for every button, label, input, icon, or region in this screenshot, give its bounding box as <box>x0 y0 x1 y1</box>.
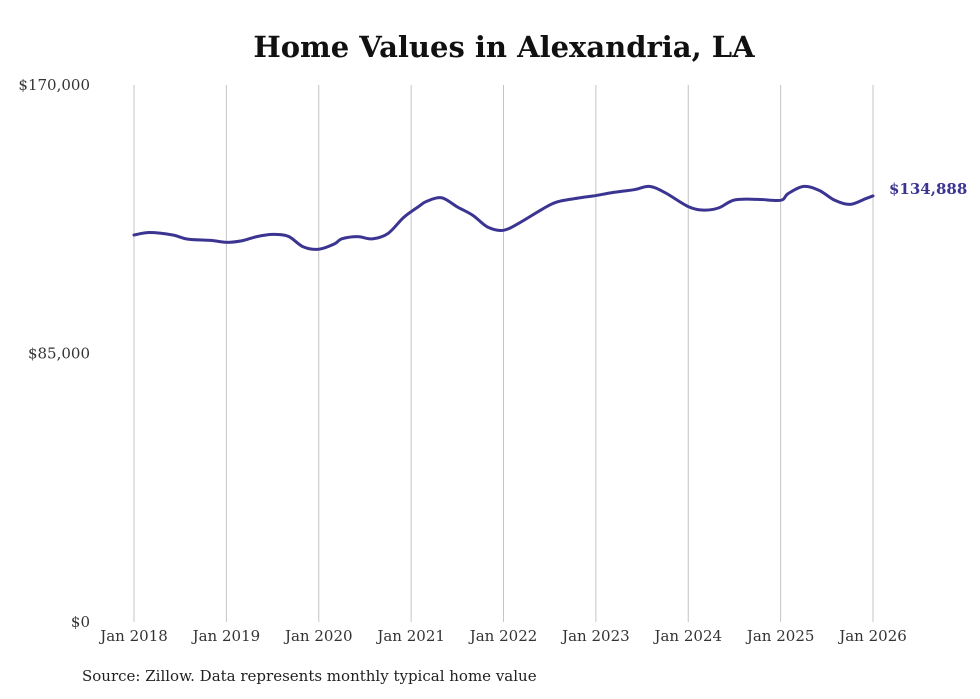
x-tick-label: Jan 2019 <box>191 627 261 645</box>
series-layer <box>132 184 875 251</box>
end-value-label: $134,888 <box>889 180 967 198</box>
y-tick-label: $170,000 <box>18 76 90 94</box>
x-tick-label: Jan 2024 <box>652 627 722 645</box>
source-note: Source: Zillow. Data represents monthly … <box>82 667 537 685</box>
x-tick-label: Jan 2020 <box>283 627 353 645</box>
x-tick-label: Jan 2021 <box>375 627 445 645</box>
data-labels: $134,888 <box>889 180 967 198</box>
x-tick-label: Jan 2023 <box>560 627 630 645</box>
y-tick-label: $85,000 <box>28 345 90 363</box>
series-line <box>132 184 875 251</box>
gridlines <box>133 85 874 622</box>
chart-title: Home Values in Alexandria, LA <box>253 30 755 64</box>
x-tick-label: Jan 2018 <box>98 627 168 645</box>
y-tick-label: $0 <box>71 613 90 631</box>
x-tick-label: Jan 2026 <box>837 627 907 645</box>
x-axis-ticks: Jan 2018 Jan 2019 Jan 2020 Jan 2021 Jan 2022… <box>98 627 907 645</box>
x-tick-label: Jan 2022 <box>468 627 538 645</box>
y-axis-ticks: $0 $85,000 $170,000 <box>18 76 90 631</box>
x-tick-label: Jan 2025 <box>745 627 815 645</box>
